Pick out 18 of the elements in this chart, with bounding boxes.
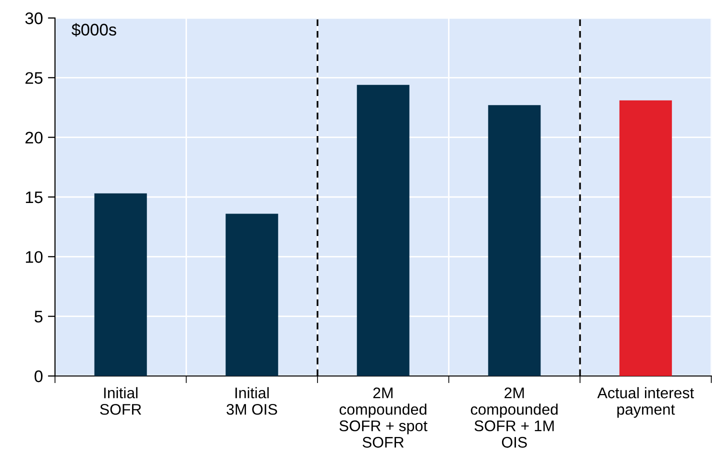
bar xyxy=(226,214,278,376)
y-tick-label: 0 xyxy=(34,370,43,382)
x-tick-label: Initial SOFR xyxy=(100,387,142,415)
y-tick-label: 25 xyxy=(25,72,42,84)
bar xyxy=(94,193,147,376)
bar xyxy=(619,100,672,376)
x-tick-label: 2M compounded SOFR + spot SOFR xyxy=(339,388,428,448)
y-tick-label: 10 xyxy=(26,251,43,263)
y-tick-label: 5 xyxy=(34,310,42,323)
y-tick-label: 15 xyxy=(26,192,42,204)
x-tick-label: Actual interest payment xyxy=(597,387,694,418)
y-tick-label: 20 xyxy=(25,132,43,144)
x-tick-label: 2M compounded SOFR + 1M OIS xyxy=(470,388,558,448)
bar xyxy=(488,105,541,376)
x-tick-label: Initial 3M OIS xyxy=(226,387,278,415)
y-tick-label: 30 xyxy=(25,12,43,24)
annotation: $000s xyxy=(72,23,116,37)
bar xyxy=(356,84,410,376)
